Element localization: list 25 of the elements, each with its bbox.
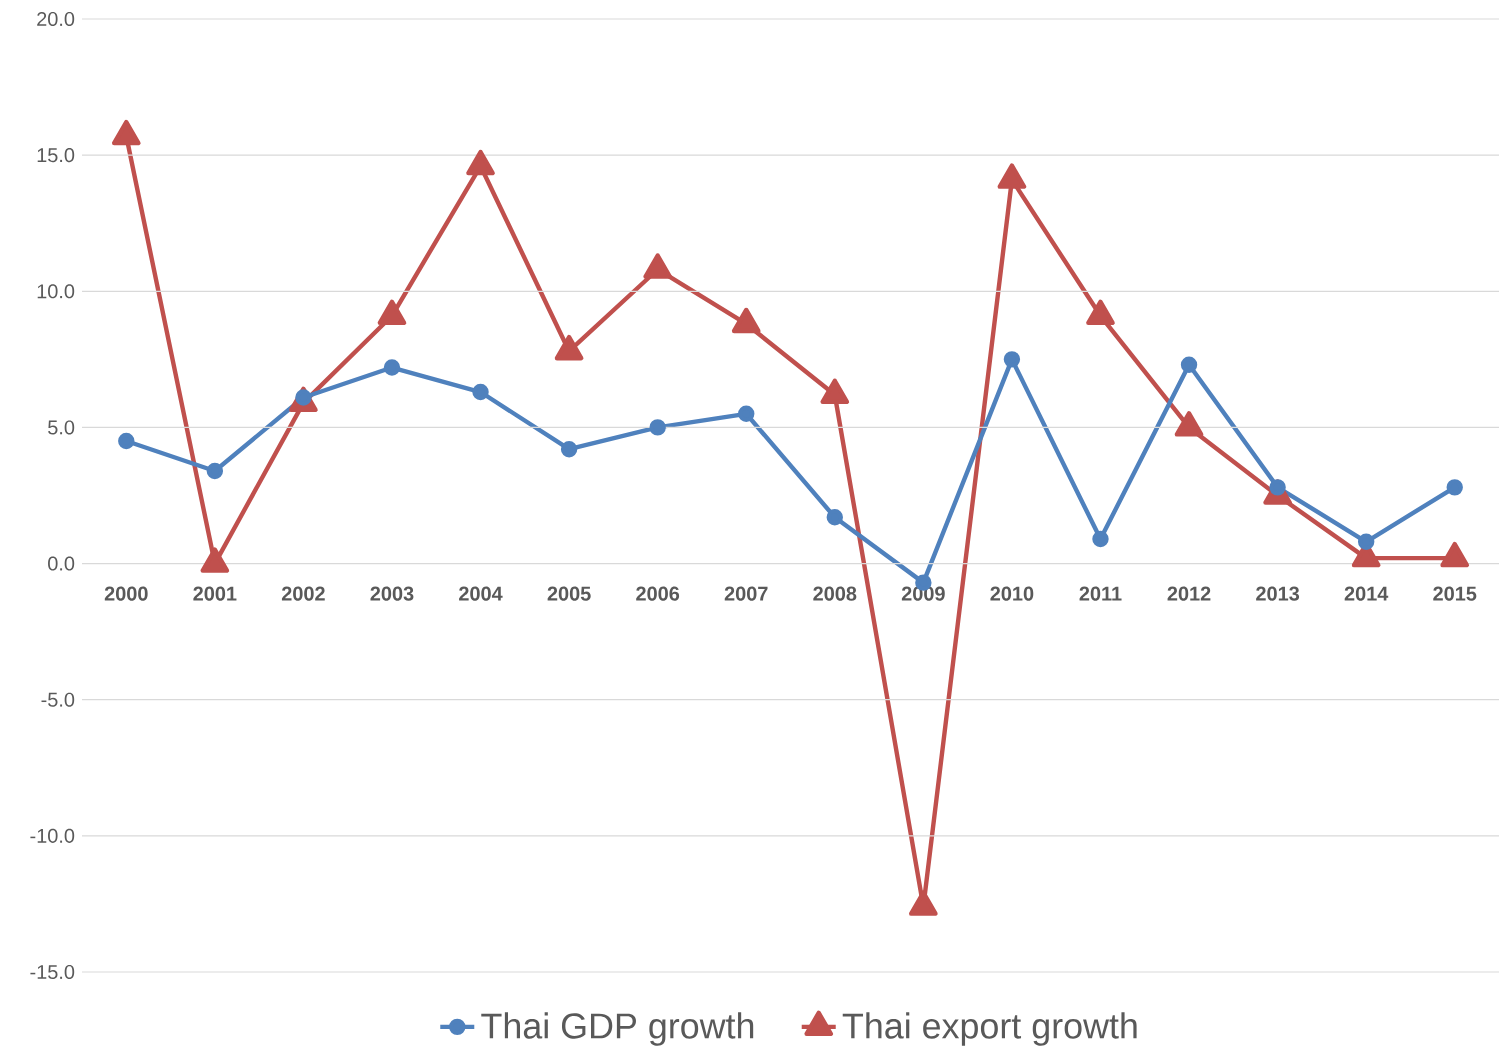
x-tick-label: 2014 [1344,586,1389,601]
x-tick-label: 2003 [370,586,414,601]
legend-label: Thai export growth [842,1012,1137,1046]
x-tick-label: 2010 [990,586,1034,601]
y-tick-label: 0.0 [48,556,75,571]
x-tick-label: 2001 [193,586,237,601]
x-tick-label: 2002 [281,586,325,601]
x-tick-label: 2004 [459,586,503,601]
y-tick-label: 10.0 [37,284,75,299]
x-tick-label: 2015 [1433,586,1477,601]
x-tick-label: 2000 [104,586,148,601]
x-tick-label: 2013 [1256,586,1300,601]
x-tick-label: 2011 [1079,586,1122,601]
x-tick-label: 2007 [724,586,768,601]
y-tick-label: -10.0 [30,828,75,843]
x-tick-label: 2005 [547,586,591,601]
x-tick-label: 2012 [1167,586,1211,601]
y-tick-label: -5.0 [41,692,75,707]
legend-label: Thai GDP growth [481,1012,754,1046]
y-tick-label: -15.0 [30,964,75,980]
y-tick-label: 5.0 [48,420,75,435]
y-tick-label: 15.0 [37,148,75,163]
y-tick-label: 20.0 [37,11,75,27]
x-tick-label: 2006 [636,586,680,601]
x-tick-label: 2008 [813,586,857,601]
